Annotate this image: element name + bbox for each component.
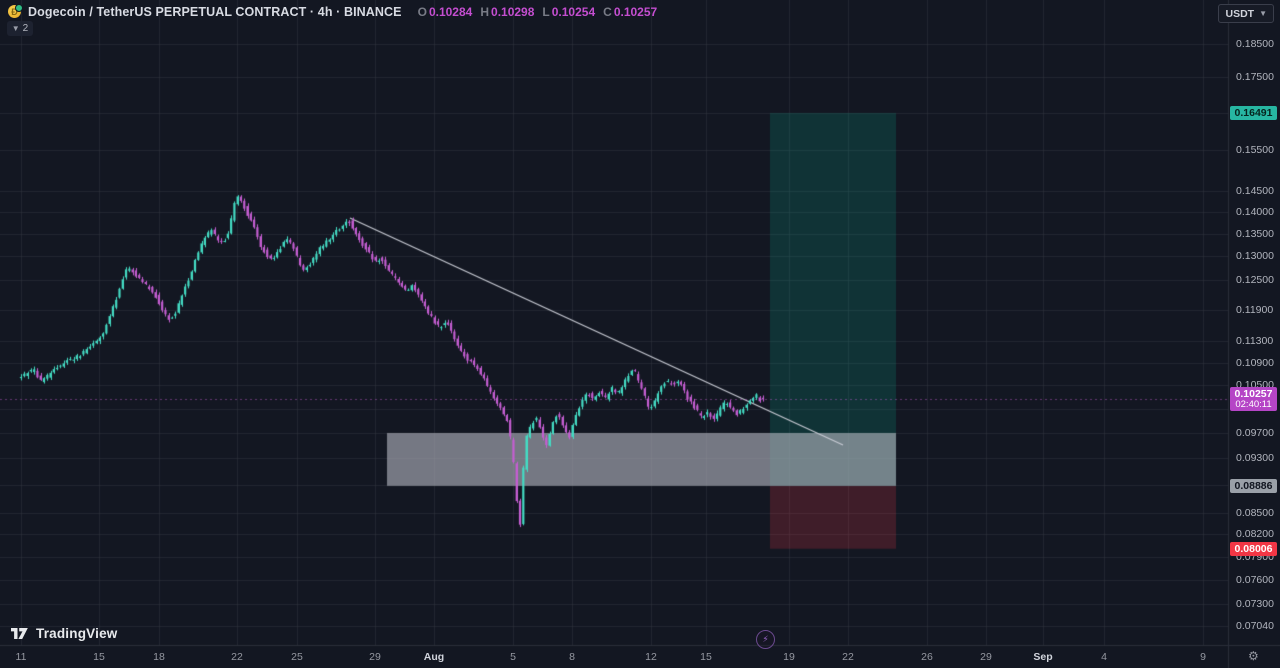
time-axis-label: 22 (842, 651, 854, 663)
price-axis-label: 0.11300 (1236, 334, 1274, 347)
time-axis-label: 19 (783, 651, 795, 663)
chevron-down-icon: ▼ (11, 23, 20, 33)
price-axis-label: 0.15500 (1236, 144, 1274, 157)
target-price-label: 0.16491 (1230, 106, 1277, 120)
price-axis-label: 0.14500 (1236, 184, 1274, 197)
ohlc-value: 0.10257 (613, 5, 658, 19)
price-axis-label: 0.11900 (1236, 303, 1274, 316)
ohlc-key: C (603, 5, 612, 19)
indicator-count: 2 (22, 23, 29, 34)
current-price-label: 0.10257 02:40:11 (1230, 387, 1277, 412)
lightning-icon[interactable]: ⚡ (756, 630, 775, 649)
price-axis-label: 0.13500 (1236, 227, 1274, 240)
price-axis-label: 0.09300 (1236, 452, 1274, 465)
price-axis-label: 0.07300 (1236, 598, 1274, 611)
time-axis-label: 11 (15, 651, 27, 663)
time-axis-label: 25 (291, 651, 303, 663)
price-axis-label: 0.07600 (1236, 574, 1274, 587)
price-axis-label: 0.08500 (1236, 506, 1274, 519)
time-axis-label: Sep (1033, 651, 1053, 663)
ohlc-value: 0.10254 (551, 5, 596, 19)
ohlc-key: L (542, 5, 550, 19)
time-axis-label: 8 (569, 651, 575, 663)
time-axis-label: 26 (921, 651, 933, 663)
currency-dropdown-button[interactable]: USDT ▼ (1218, 4, 1274, 23)
time-axis-label: 4 (1101, 651, 1107, 663)
time-axis-label: 15 (700, 651, 712, 663)
tradingview-logo-icon (11, 627, 28, 639)
ohlc-key: O (417, 5, 427, 19)
ohlc-values: O 0.10284 H 0.10298 L 0.10254 C 0.10257 (418, 5, 658, 19)
stop-price-label: 0.08006 (1230, 541, 1277, 556)
price-axis-label: 0.14000 (1236, 205, 1274, 218)
entry-price-label: 0.08886 (1230, 478, 1277, 493)
time-axis-label: 29 (369, 651, 381, 663)
ohlc-key: H (480, 5, 490, 19)
tradingview-logo[interactable]: TradingView (10, 626, 117, 641)
time-axis-label: 22 (231, 651, 243, 663)
dogecoin-logo-icon: Ð (8, 4, 23, 19)
ohlc-value: 0.10284 (428, 5, 473, 19)
time-axis-label: 29 (980, 651, 992, 663)
currency-label: USDT (1225, 7, 1255, 20)
price-axis-label: 0.17500 (1236, 71, 1274, 84)
price-axis-label: 0.18500 (1236, 37, 1274, 50)
price-axis-label: 0.12500 (1236, 274, 1274, 287)
price-axis-label: 0.08200 (1236, 528, 1274, 541)
price-axis-label: 0.13000 (1236, 250, 1274, 263)
time-axis-label: 9 (1200, 651, 1206, 663)
time-axis-label: Aug (423, 651, 445, 663)
symbol-header: Ð Dogecoin / TetherUS PERPETUAL CONTRACT… (8, 4, 658, 19)
price-axis-label: 0.09700 (1236, 427, 1274, 439)
indicators-collapsed-chip[interactable]: ▼ 2 (7, 21, 33, 36)
ohlc-value: 0.10298 (491, 5, 535, 19)
time-axis-label: 12 (645, 651, 657, 663)
tradingview-logo-text: TradingView (36, 626, 118, 641)
chevron-down-icon: ▼ (1259, 9, 1267, 18)
time-axis-label: 15 (93, 651, 105, 663)
gear-icon[interactable]: ⚙ (1248, 649, 1259, 663)
price-axis-label: 0.07040 (1236, 620, 1274, 633)
price-axis-label: 0.10900 (1236, 356, 1274, 369)
time-axis-label: 5 (510, 651, 516, 663)
time-axis-label: 18 (153, 651, 165, 663)
symbol-title[interactable]: Dogecoin / TetherUS PERPETUAL CONTRACT ·… (28, 5, 402, 19)
